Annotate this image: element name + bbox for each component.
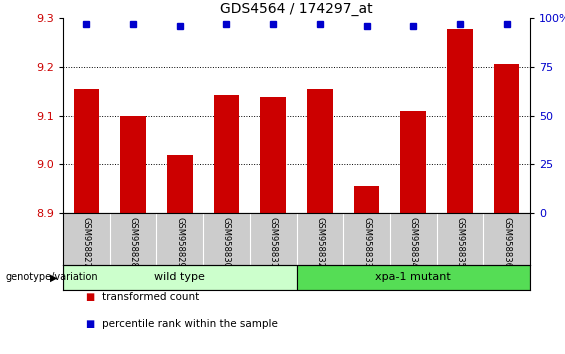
Bar	[401, 111, 426, 213]
Bar	[214, 95, 240, 213]
Bar	[73, 89, 99, 213]
Bar	[63, 265, 297, 290]
Text: GSM958828: GSM958828	[129, 217, 137, 268]
Text: GSM958836: GSM958836	[502, 217, 511, 268]
Text: transformed count: transformed count	[102, 292, 199, 302]
Text: genotype/variation: genotype/variation	[6, 273, 98, 282]
Text: GSM958835: GSM958835	[455, 217, 464, 268]
Text: GSM958829: GSM958829	[175, 217, 184, 268]
Bar	[354, 186, 379, 213]
Text: GSM958833: GSM958833	[362, 217, 371, 268]
Text: xpa-1 mutant: xpa-1 mutant	[375, 273, 451, 282]
Title: GDS4564 / 174297_at: GDS4564 / 174297_at	[220, 1, 373, 16]
Bar	[447, 29, 473, 213]
Text: ▶: ▶	[50, 273, 58, 282]
Text: GSM958830: GSM958830	[222, 217, 231, 268]
Bar	[167, 154, 193, 213]
Bar	[307, 89, 333, 213]
Text: GSM958834: GSM958834	[408, 217, 418, 268]
Text: GSM958832: GSM958832	[315, 217, 324, 268]
Bar	[260, 97, 286, 213]
Bar	[297, 265, 530, 290]
Bar	[120, 115, 146, 213]
Text: GSM958831: GSM958831	[268, 217, 277, 268]
Text: ■: ■	[85, 292, 94, 302]
Text: wild type: wild type	[154, 273, 205, 282]
Bar	[494, 64, 519, 213]
Text: GSM958827: GSM958827	[82, 217, 91, 268]
Text: percentile rank within the sample: percentile rank within the sample	[102, 319, 277, 329]
Text: ■: ■	[85, 319, 94, 329]
